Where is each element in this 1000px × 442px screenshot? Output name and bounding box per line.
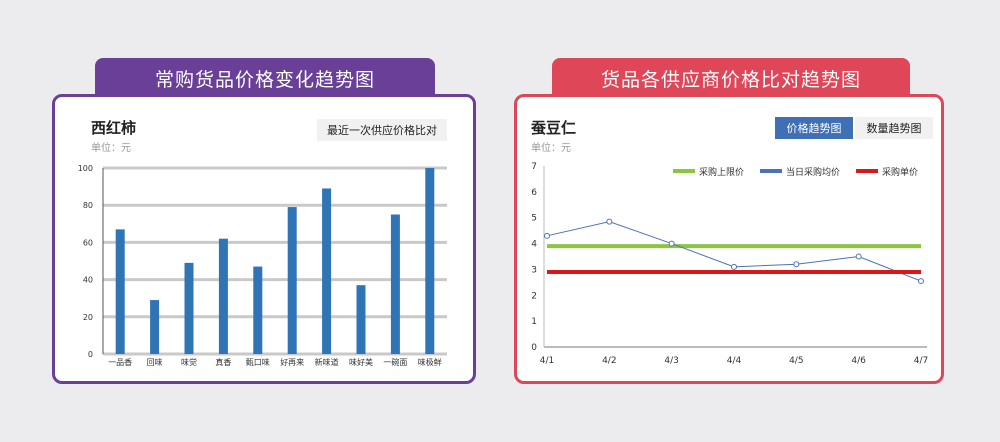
item-name-title: 蚕豆仁 (531, 119, 577, 137)
data-point (668, 240, 675, 247)
x-tick-label: 4/5 (789, 356, 803, 366)
x-tick-label: 4/1 (540, 356, 554, 366)
data-point (731, 263, 737, 270)
y-tick-label: 1 (531, 317, 537, 327)
legend-label: 采购单价 (882, 166, 918, 178)
bar (390, 214, 400, 354)
y-tick-label: 4 (531, 240, 537, 250)
x-tick-label: 4/3 (664, 356, 678, 366)
y-tick-label: 80 (83, 201, 93, 210)
y-tick-label: 60 (83, 238, 93, 247)
x-tick-label: 味觉 (181, 357, 197, 367)
data-point (793, 261, 800, 268)
bar (184, 262, 194, 354)
price-trend-tab[interactable]: 价格趋势图 (775, 117, 853, 139)
x-tick-label: 回味 (147, 357, 163, 367)
bar (425, 168, 435, 354)
y-tick-label: 6 (531, 188, 537, 198)
bar (115, 229, 125, 354)
bar-chart: 0 20 40 60 80 100 一品香 回味 味觉 真香 甄口味 好再来 新味道 味好美 一碗面 味极鲜 (78, 164, 447, 367)
x-tick-label: 味极鲜 (418, 357, 442, 367)
x-tick-label: 4/2 (602, 356, 616, 366)
legend-label: 采购上限价 (699, 166, 744, 178)
x-tick-label: 新味道 (315, 357, 339, 367)
data-point (855, 253, 862, 260)
data-point (544, 232, 550, 239)
bar (322, 188, 332, 354)
x-tick-label: 一品香 (108, 357, 132, 367)
bar (150, 300, 160, 354)
x-tick-label: 真香 (215, 357, 231, 367)
bar (253, 266, 263, 354)
bar (356, 285, 366, 354)
bar (218, 238, 228, 354)
y-tick-label: 5 (531, 214, 537, 224)
y-tick-label: 2 (531, 291, 537, 301)
unit-label: 单位：元 (91, 143, 131, 154)
unit-label: 单位：元 (531, 143, 571, 154)
supplier-comparison-panel: 蚕豆仁 单位：元 价格趋势图 数量趋势图 0 1 2 3 4 5 6 7 4/1 4/2 4/3 4/… (514, 94, 944, 384)
legend-label: 当日采购均价 (786, 166, 840, 178)
left-chart-header: 常购货品价格变化趋势图 (95, 58, 435, 98)
right-chart-header: 货品各供应商价格比对趋势图 (552, 58, 910, 98)
y-tick-label: 20 (83, 313, 93, 322)
item-name-title: 西红柿 (91, 119, 137, 137)
y-tick-label: 7 (531, 162, 537, 172)
data-point (606, 218, 613, 225)
quantity-trend-tab[interactable]: 数量趋势图 (855, 117, 933, 139)
x-tick-label: 味好美 (349, 357, 373, 367)
bar (287, 207, 297, 354)
y-tick-label: 0 (531, 343, 537, 353)
line-chart: 0 1 2 3 4 5 6 7 4/1 4/2 4/3 4/4 4/5 4/6 4/7 采购上限价 当日采购均价… (531, 162, 928, 366)
x-tick-label: 甄口味 (246, 357, 270, 367)
recent-comparison-button[interactable]: 最近一次供应价格比对 (317, 119, 447, 141)
y-tick-label: 0 (88, 350, 93, 359)
x-tick-label: 4/4 (727, 356, 742, 366)
x-tick-label: 4/6 (851, 356, 866, 366)
x-tick-label: 好再来 (280, 357, 304, 367)
x-tick-label: 一碗面 (383, 357, 407, 367)
y-tick-label: 40 (83, 276, 93, 285)
data-point (918, 278, 924, 285)
price-change-panel: 西红柿 单位：元 最近一次供应价格比对 0 20 40 60 80 100 一品香 回味 味觉 真… (52, 94, 476, 384)
y-tick-label: 100 (78, 164, 93, 173)
y-tick-label: 3 (531, 265, 537, 275)
x-tick-label: 4/7 (914, 356, 928, 366)
